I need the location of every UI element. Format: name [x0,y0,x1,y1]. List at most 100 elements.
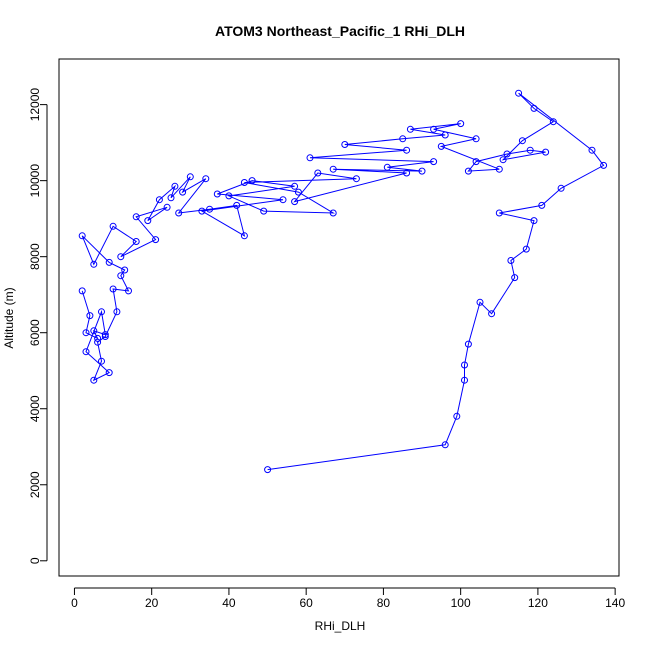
data-point [225,192,233,200]
data-point [248,177,256,185]
data-point [588,146,596,154]
data-point [406,125,414,133]
data-point [105,369,113,377]
y-tick-label: 10000 [28,164,42,198]
data-point [109,285,117,293]
data-point [306,154,314,162]
y-axis-label: Altitude (m) [2,287,16,348]
data-point [175,209,183,217]
data-point [441,441,449,449]
data-point [503,150,511,158]
data-point [495,209,503,217]
data-point [94,338,102,346]
data-point [90,327,98,335]
data-point [206,205,214,213]
data-point [98,308,105,316]
data-point [152,236,160,244]
series-line [81,92,605,471]
y-tick-label: 0 [28,557,42,564]
data-point [109,222,117,230]
x-tick-label: 40 [222,596,236,610]
x-axis: 0 20 40 60 80 100 120 140 [71,587,625,610]
data-point [98,357,105,365]
x-tick-label: 120 [528,596,548,610]
data-point [352,175,360,183]
chart-title: ATOM3 Northeast_Pacific_1 RHi_DLH [215,23,465,39]
data-point [78,287,86,295]
data-point [264,466,272,474]
data-point [233,201,241,209]
data-point [86,312,94,320]
y-tick-label: 4000 [28,395,42,422]
data-point [511,274,519,282]
plot-area [58,58,620,577]
data-point [530,217,538,225]
data-point [213,190,221,198]
data-point [125,287,132,295]
data-point [507,257,515,264]
y-tick-label: 2000 [28,471,42,498]
data-point [240,232,248,240]
data-point [198,207,206,215]
x-tick-label: 80 [377,596,391,610]
y-tick-label: 12000 [28,88,42,122]
data-point [82,329,90,337]
data-point [542,148,550,156]
data-point [132,213,140,221]
data-point [202,175,210,183]
data-point [101,333,109,340]
data-point [94,334,102,342]
data-point [457,120,465,128]
y-tick-label: 8000 [28,243,42,270]
data-point [488,310,496,318]
y-axis: 0 2000 4000 6000 8000 10000 12000 [28,88,48,564]
data-point [163,203,171,211]
data-point [403,146,411,154]
data-point [82,348,90,356]
data-point [418,167,426,175]
data-point [403,169,411,177]
data-point [549,118,557,126]
data-point [522,245,530,253]
x-tick-label: 60 [299,596,313,610]
x-tick-label: 140 [605,596,625,610]
data-point [399,135,407,143]
series-layer [78,89,608,474]
data-point [132,238,140,245]
data-point [441,131,449,139]
data-point [101,331,109,339]
data-point [171,182,179,190]
data-point [78,232,86,240]
data-point [291,198,299,206]
data-point [461,361,468,369]
data-point [437,142,445,150]
data-point [113,308,121,316]
data-point [430,125,438,133]
data-point [495,165,503,173]
data-point [329,209,337,217]
data-point [314,169,322,177]
data-point [179,188,187,196]
data-point [472,135,480,143]
data-point [526,146,534,154]
data-point [341,141,349,148]
data-point [499,156,507,164]
data-point [329,165,337,173]
data-point [291,182,299,190]
data-point [538,201,546,209]
data-point [167,194,175,202]
data-point [117,272,125,280]
data-point [155,196,163,204]
data-point [117,253,125,261]
data-point [518,137,526,145]
data-point [461,376,468,384]
data-point [464,340,472,348]
data-point [90,376,98,384]
data-point [240,179,248,186]
data-point [260,207,268,215]
data-point [294,188,302,196]
data-point [600,161,608,169]
x-tick-label: 100 [451,596,471,610]
x-tick-label: 20 [145,596,159,610]
